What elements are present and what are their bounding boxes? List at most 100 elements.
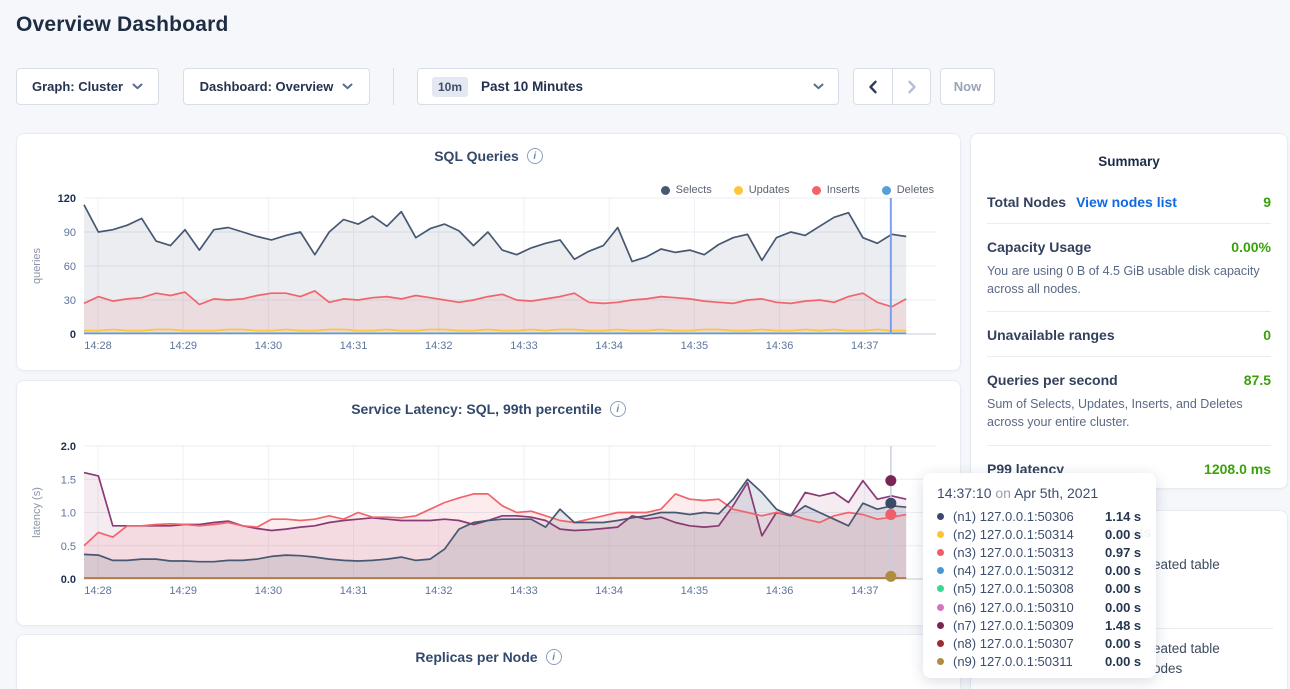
node-color-dot (937, 621, 944, 629)
legend-dot (811, 185, 821, 195)
summary-row-capacity-usage: Capacity Usage 0.00% You are using 0 B o… (987, 224, 1271, 313)
time-range-badge: 10m (432, 76, 469, 97)
node-color-dot (937, 639, 944, 647)
time-nav-group (853, 68, 931, 105)
svg-text:14:31: 14:31 (340, 340, 368, 352)
now-button[interactable]: Now (940, 68, 995, 105)
sql-queries-legend: Selects Updates Inserts Deletes (660, 184, 934, 196)
svg-text:latency (s): latency (s) (31, 487, 43, 538)
svg-text:14:35: 14:35 (681, 585, 709, 597)
event-text-fragment: eated table (1153, 641, 1220, 656)
svg-text:14:37: 14:37 (851, 585, 879, 597)
legend-dot (660, 185, 670, 195)
service-latency-card: Service Latency: SQL, 99th percentile i … (16, 380, 961, 626)
chevron-down-icon (132, 83, 143, 90)
dashboard-dropdown-label: Dashboard: Overview (199, 79, 334, 94)
time-range-dropdown[interactable]: 10m Past 10 Minutes (417, 68, 839, 105)
graph-dropdown-label: Graph: Cluster (31, 79, 123, 94)
summary-description: You are using 0 B of 4.5 GiB usable disk… (987, 264, 1260, 297)
summary-label: Capacity Usage (987, 239, 1092, 255)
tooltip-row: (n2) 127.0.0.1:50314 0.00 s (937, 525, 1142, 543)
summary-value: 87.5 (1243, 372, 1271, 389)
svg-text:90: 90 (64, 227, 76, 239)
prev-time-button[interactable] (854, 69, 892, 104)
svg-text:14:30: 14:30 (255, 585, 283, 597)
tooltip-row: (n9) 127.0.0.1:50311 0.00 s (937, 653, 1142, 671)
svg-text:14:33: 14:33 (510, 585, 538, 597)
graph-dropdown[interactable]: Graph: Cluster (16, 68, 159, 105)
chart-title-sql-queries: SQL Queries (434, 148, 519, 164)
svg-text:14:32: 14:32 (425, 340, 453, 352)
svg-text:0.5: 0.5 (61, 541, 76, 553)
service-latency-plot[interactable]: 14:28 14:29 14:30 14:31 14:32 14:33 14:34 14:35… (17, 381, 960, 625)
svg-text:14:31: 14:31 (340, 585, 368, 597)
tooltip-row: (n3) 127.0.0.1:50313 0.97 s (937, 543, 1142, 561)
node-color-dot (937, 548, 944, 556)
svg-text:30: 30 (64, 295, 76, 307)
svg-text:14:32: 14:32 (425, 585, 453, 597)
tooltip-row: (n6) 127.0.0.1:50310 0.00 s (937, 598, 1142, 616)
chart-hover-tooltip: 14:37:10 on Apr 5th, 2021 (n1) 127.0.0.1… (923, 473, 1156, 678)
svg-text:14:29: 14:29 (169, 585, 197, 597)
svg-text:14:33: 14:33 (510, 340, 538, 352)
tooltip-row: (n4) 127.0.0.1:50312 0.00 s (937, 562, 1142, 580)
svg-text:queries: queries (31, 247, 43, 284)
tooltip-row: (n7) 127.0.0.1:50309 1.48 s (937, 616, 1142, 634)
view-nodes-list-link[interactable]: View nodes list (1076, 194, 1177, 210)
legend-dot (881, 185, 891, 195)
tooltip-timestamp: 14:37:10 on Apr 5th, 2021 (937, 485, 1099, 501)
node-color-dot (937, 585, 944, 593)
time-range-label: Past 10 Minutes (481, 79, 584, 94)
legend-item-selects: Selects (660, 184, 712, 196)
tooltip-row: (n8) 127.0.0.1:50307 0.00 s (937, 634, 1142, 652)
svg-text:1.0: 1.0 (61, 508, 76, 520)
summary-label: Unavailable ranges (987, 327, 1115, 344)
dashboard-dropdown[interactable]: Dashboard: Overview (183, 68, 370, 105)
node-color-dot (937, 603, 944, 611)
node-color-dot (937, 530, 944, 538)
node-color-dot (937, 512, 944, 520)
summary-label: Total Nodes (987, 194, 1067, 210)
svg-text:60: 60 (64, 261, 76, 273)
summary-value: 0.00% (1231, 239, 1271, 255)
node-color-dot (937, 567, 944, 575)
legend-dot (733, 185, 743, 195)
info-icon[interactable]: i (526, 148, 543, 164)
summary-row-queries-per-second: Queries per second 87.5 Sum of Selects, … (987, 357, 1271, 446)
svg-text:14:34: 14:34 (595, 340, 623, 352)
svg-text:120: 120 (58, 193, 76, 205)
summary-value: 9 (1263, 194, 1271, 210)
summary-row-p99-latency: P99 latency 1208.0 ms (987, 446, 1271, 490)
svg-text:2.0: 2.0 (61, 441, 76, 453)
svg-text:14:37: 14:37 (851, 340, 879, 352)
svg-text:14:35: 14:35 (681, 340, 709, 352)
summary-card: Summary Total Nodes View nodes list 9 Ca… (970, 133, 1288, 489)
event-text-fragment: eated table (1153, 557, 1220, 572)
svg-text:14:29: 14:29 (169, 340, 197, 352)
summary-value: 1208.0 ms (1204, 460, 1271, 477)
node-color-dot (937, 658, 944, 666)
info-icon[interactable]: i (545, 649, 562, 665)
svg-text:14:34: 14:34 (595, 585, 623, 597)
next-time-button[interactable] (892, 69, 930, 104)
chevron-down-icon (813, 83, 824, 90)
svg-text:1.5: 1.5 (61, 474, 76, 486)
sql-queries-card: SQL Queries i Selects Updates Inserts De… (16, 133, 961, 371)
controls-divider (393, 68, 394, 105)
svg-text:0: 0 (70, 329, 76, 341)
summary-row-total-nodes: Total Nodes View nodes list 9 (987, 179, 1271, 224)
tooltip-row: (n1) 127.0.0.1:50306 1.14 s (937, 507, 1142, 525)
summary-value: 0 (1263, 327, 1271, 344)
sql-queries-plot[interactable]: 14:28 14:29 14:30 14:31 14:32 14:33 14:34 14:35… (17, 134, 960, 370)
summary-description: Sum of Selects, Updates, Inserts, and De… (987, 397, 1243, 430)
svg-text:14:28: 14:28 (84, 340, 112, 352)
chevron-right-icon (907, 80, 916, 93)
svg-text:0.0: 0.0 (61, 574, 76, 586)
info-icon[interactable]: i (609, 401, 626, 417)
svg-text:14:36: 14:36 (766, 340, 794, 352)
chart-title-replicas-per-node: Replicas per Node (415, 649, 538, 665)
summary-label: Queries per second (987, 372, 1118, 389)
chevron-left-icon (869, 80, 877, 93)
event-text-fragment: odes (1153, 661, 1183, 676)
legend-item-inserts: Inserts (811, 184, 860, 196)
